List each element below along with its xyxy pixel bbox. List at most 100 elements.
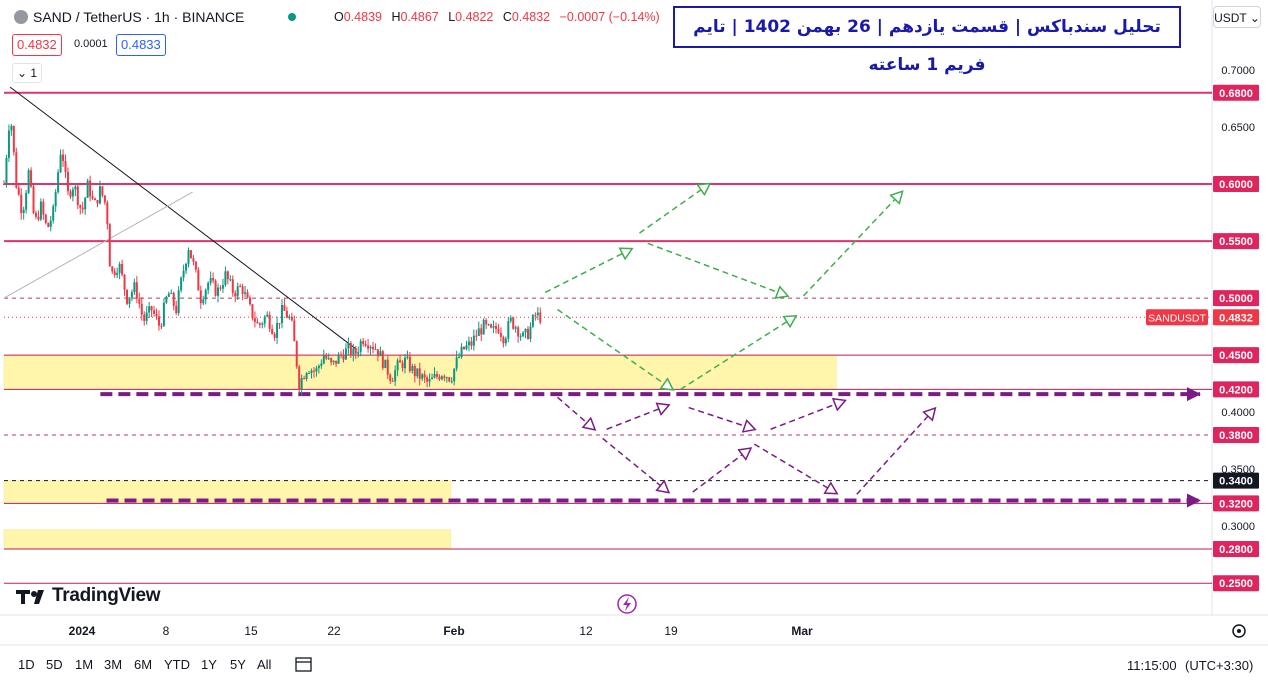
candle-body [170, 292, 173, 294]
candle-body [463, 346, 466, 350]
bearish-scenario-arrow [688, 406, 755, 430]
symbol-logo-icon [14, 10, 28, 24]
currency-selector[interactable]: USDT ⌄ [1213, 6, 1261, 28]
candle-body [492, 326, 495, 328]
bearish-scenario-arrow [770, 401, 845, 430]
candle-body [271, 328, 274, 334]
price-label: 0.4500 [1219, 350, 1253, 362]
candle-body [357, 351, 360, 354]
bullish-scenario-arrow [639, 184, 710, 234]
candle-body [74, 186, 77, 190]
candle-body [62, 154, 65, 161]
candle-body [288, 316, 291, 318]
candle-body [472, 335, 475, 346]
candle-body [121, 264, 124, 275]
range-button-1m[interactable]: 1M [75, 657, 94, 672]
candle-body [98, 186, 101, 204]
sell-button[interactable]: 0.4832 [12, 34, 62, 56]
candle-body [418, 368, 421, 379]
candle-body [236, 286, 239, 297]
candle-body [239, 286, 242, 288]
candle-body [325, 355, 328, 359]
range-button-5d[interactable]: 5D [46, 657, 63, 672]
range-button-ytd[interactable]: YTD [164, 657, 190, 672]
candle-body [293, 320, 296, 342]
y-tick-label: 0.6500 [1221, 122, 1255, 134]
range-button-3m[interactable]: 3M [104, 657, 123, 672]
spread-value: 0.0001 [74, 38, 108, 50]
range-button-1y[interactable]: 1Y [201, 657, 217, 672]
flash-icon[interactable] [617, 594, 637, 614]
candle-body [251, 304, 254, 319]
candle-body [17, 187, 20, 195]
candle-body [81, 207, 84, 210]
candle-body [317, 365, 320, 369]
candle-body [101, 186, 104, 196]
buy-button[interactable]: 0.4833 [116, 34, 166, 56]
candle-body [504, 338, 507, 344]
y-tick-label: 0.4000 [1221, 407, 1255, 419]
price-label-bg [1213, 381, 1259, 398]
bullish-scenario-arrow [802, 192, 902, 297]
candle-body [477, 328, 480, 337]
candle-body [315, 368, 318, 372]
candle-body [153, 310, 156, 314]
candle-body [495, 326, 497, 329]
price-axis[interactable]: 0.7000 0.6500 0.6000 0.5500 0.5000 0.4500 0.40… [1146, 65, 1259, 592]
bearish-scenario-arrow [753, 443, 836, 493]
candle-body [490, 324, 493, 328]
candle-body [20, 194, 23, 214]
candle-body [308, 372, 311, 374]
candle-body [145, 312, 148, 321]
candle-body [148, 306, 151, 313]
candle-body [177, 290, 180, 314]
candle-body [155, 313, 158, 317]
candle-body [465, 345, 468, 350]
candle-body [71, 189, 74, 197]
candle-body [364, 343, 367, 346]
candle-body [440, 376, 443, 380]
candle-body [431, 377, 434, 380]
bullish-scenario-arrow [557, 308, 673, 390]
candle-body [512, 317, 515, 329]
candle-body [47, 223, 50, 227]
candle-body [10, 125, 13, 131]
tradingview-wordmark: TradingView [52, 585, 161, 606]
symbol-title[interactable]: SAND / TetherUS · 1h · BINANCE [33, 9, 245, 25]
candle-body [367, 345, 370, 349]
range-button-5y[interactable]: 5Y [230, 657, 246, 672]
candle-body [428, 379, 431, 382]
timezone-button[interactable]: (UTC+3:30) [1185, 658, 1254, 673]
price-label-bg [1213, 495, 1259, 512]
price-label-bg [1213, 84, 1259, 101]
candle-body [69, 191, 72, 197]
x-tick-label: 2024 [69, 624, 96, 638]
range-button-all[interactable]: All [257, 657, 272, 672]
time-axis[interactable]: 2024 8 15 22 Feb 12 19 Mar [69, 624, 813, 638]
indicators-toggle[interactable]: ⌄ 1 [12, 63, 43, 83]
candle-body [268, 314, 271, 329]
candle-body [354, 348, 357, 354]
candle-body [330, 358, 333, 363]
compare-calendar-icon[interactable] [295, 657, 312, 672]
candle-body [310, 370, 313, 373]
bearish-scenario-arrow [557, 396, 595, 429]
x-tick-label: 19 [664, 624, 678, 638]
symbol-row: SAND / TetherUS · 1h · BINANCE [14, 9, 300, 25]
symbol-price-tag-label: SANDUSDT [1148, 312, 1206, 324]
candle-body [202, 299, 205, 304]
candle-body [32, 186, 35, 214]
range-button-1d[interactable]: 1D [18, 657, 35, 672]
x-tick-label: Mar [791, 624, 813, 638]
candle-body [480, 328, 483, 335]
candle-body [340, 354, 343, 356]
settings-gear-icon[interactable] [1232, 624, 1246, 638]
change-value: −0.0007 (−0.14%) [559, 10, 660, 24]
candle-body [185, 263, 188, 271]
tv-logo-mark [16, 590, 30, 604]
range-button-6m[interactable]: 6M [134, 657, 153, 672]
candle-body [76, 186, 79, 206]
candle-body [327, 358, 330, 360]
zone-2 [3, 529, 452, 550]
